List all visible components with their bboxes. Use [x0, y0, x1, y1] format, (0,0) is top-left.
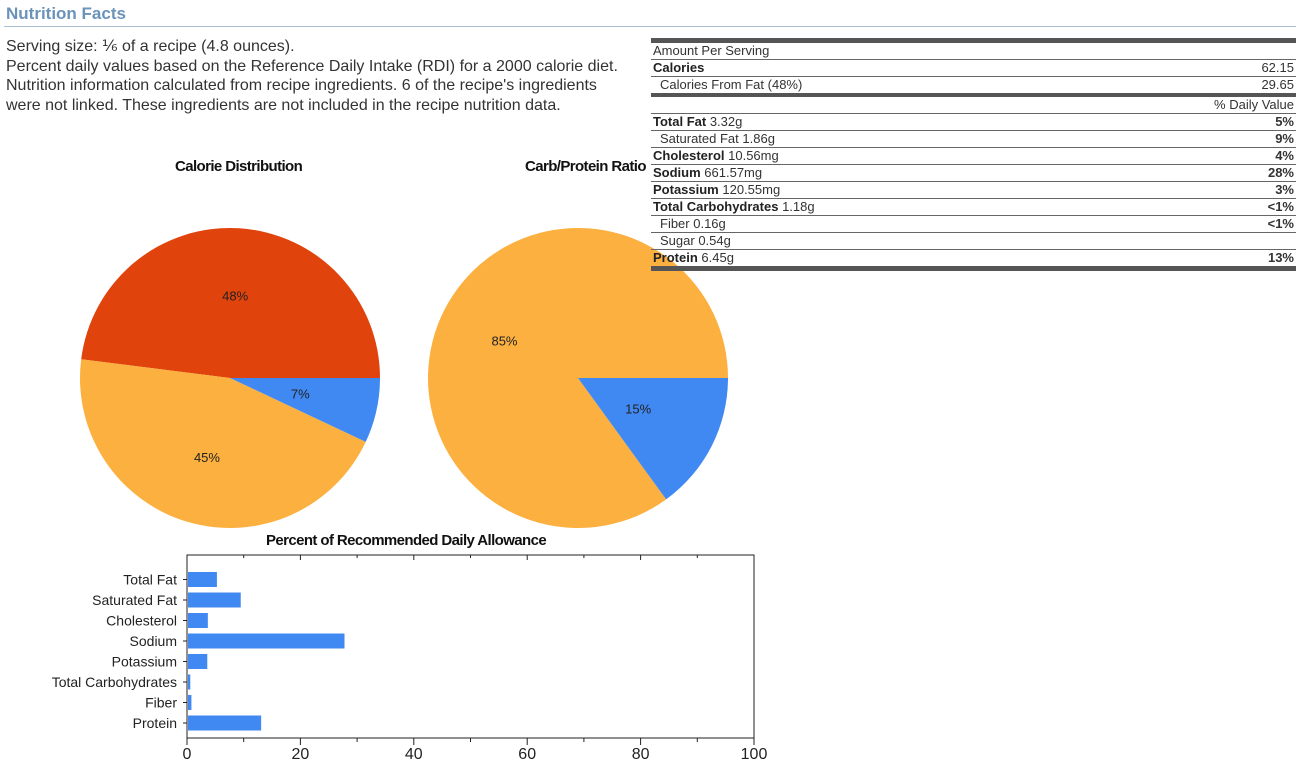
nutrient-row-protein: Protein 6.45g 13% [651, 250, 1296, 266]
x-tick-label: 0 [183, 746, 192, 763]
category-label: Protein [133, 715, 177, 731]
serving-size-text: Serving size: ⅙ of a recipe (4.8 ounces)… [6, 38, 295, 55]
nutrient-amount: 0.16g [689, 216, 726, 231]
nutrient-daily-value: 5% [1275, 114, 1294, 129]
nutrient-daily-value: <1% [1267, 216, 1294, 231]
nutrient-row-fiber: Fiber 0.16g <1% [651, 216, 1296, 233]
calories-from-fat-value: 29.65 [1261, 77, 1294, 92]
nutrient-row-saturated-fat: Saturated Fat 1.86g 9% [651, 131, 1296, 148]
nutrient-name: Potassium [653, 182, 719, 197]
nutrient-amount: 661.57mg [700, 165, 763, 180]
nutrient-name: Cholesterol [653, 148, 725, 163]
bar-protein [188, 715, 262, 731]
nutrient-name: Protein [653, 250, 698, 265]
nutrient-row-sugar: Sugar 0.54g [651, 233, 1296, 250]
calorie-distribution-chart: 48% 45% 7% [79, 227, 380, 529]
nutrient-daily-value: <1% [1267, 199, 1294, 214]
x-tick-label: 80 [632, 746, 650, 763]
pie-slice-label-3: 7% [291, 387, 310, 402]
x-tick-label: 20 [292, 746, 310, 763]
x-tick-label: 100 [741, 746, 768, 763]
pie-slice-label-2: 15% [625, 402, 651, 417]
nutrient-amount: 1.86g [738, 131, 775, 146]
calories-label: Calories [653, 60, 705, 75]
calories-row: Calories 62.15 [651, 60, 1296, 77]
daily-value-header-row: % Daily Value [651, 97, 1296, 114]
pie-slice-label-2: 45% [194, 450, 220, 465]
nutrient-name: Sodium [653, 165, 701, 180]
pie-slice-label-1: 48% [222, 289, 248, 304]
nutrient-name: Total Carbohydrates [653, 199, 779, 214]
pie-slice-2 [578, 378, 728, 500]
nutrition-facts-table: Amount Per Serving Calories 62.15 Calori… [651, 38, 1296, 271]
rda-bar-chart: Total Fat Saturated Fat Cholesterol Sodium P… [52, 554, 768, 763]
rdi-text: Percent daily values based on the Refere… [6, 57, 618, 75]
category-label: Sodium [130, 633, 177, 649]
table-bottom-bar [651, 266, 1296, 271]
calories-from-fat-label: Calories From Fat (48%) [660, 77, 803, 92]
nutrient-row-total-carbohydrates: Total Carbohydrates 1.18g <1% [651, 199, 1296, 216]
nutrient-amount: 10.56mg [724, 148, 779, 163]
nutrient-amount: 0.54g [694, 233, 731, 248]
category-label: Saturated Fat [92, 592, 177, 608]
nutrient-name: Sugar [660, 233, 695, 248]
calories-value: 62.15 [1261, 60, 1294, 75]
nutrient-amount: 120.55mg [718, 182, 781, 197]
nutrient-daily-value: 28% [1267, 165, 1294, 180]
calorie-distribution-title: Calorie Distribution [175, 158, 303, 175]
intro-text: Serving size: ⅙ of a recipe (4.8 ounces)… [6, 37, 636, 115]
title-divider [4, 26, 1296, 27]
table-top-bar [651, 38, 1296, 43]
nutrient-amount: 3.32g [706, 114, 743, 129]
pie-slice-3 [230, 378, 380, 442]
daily-value-header: % Daily Value [1214, 97, 1294, 112]
amount-per-serving-label: Amount Per Serving [653, 43, 770, 58]
pie-slice-1 [81, 227, 380, 378]
category-label: Fiber [145, 695, 177, 711]
bar-fiber [188, 695, 192, 710]
carb-protein-ratio-title: Carb/Protein Ratio [525, 158, 646, 175]
nutrient-daily-value: 4% [1275, 148, 1294, 163]
page-title: Nutrition Facts [6, 4, 126, 23]
category-label: Potassium [112, 654, 177, 670]
nutrient-name: Total Fat [653, 114, 707, 129]
amount-per-serving-row: Amount Per Serving [651, 43, 1296, 60]
category-label: Total Carbohydrates [52, 674, 177, 690]
carb-protein-ratio-chart: 85% 15% [428, 228, 728, 529]
category-label: Cholesterol [106, 613, 177, 629]
x-tick-label: 40 [405, 746, 423, 763]
x-tick-label: 60 [518, 746, 536, 763]
nutrition-note-text: Nutrition information calculated from re… [6, 77, 597, 114]
nutrient-row-potassium: Potassium 120.55mg 3% [651, 182, 1296, 199]
bar-saturated-fat [188, 592, 241, 608]
calories-from-fat-row: Calories From Fat (48%) 29.65 [651, 77, 1296, 97]
nutrient-name: Fiber [660, 216, 690, 231]
category-label: Total Fat [123, 572, 177, 588]
bar-cholesterol [188, 613, 208, 628]
nutrient-name: Saturated Fat [660, 131, 739, 146]
nutrient-amount: 1.18g [778, 199, 815, 214]
bar-total-carbohydrates [188, 674, 191, 690]
bar-total-fat [188, 572, 217, 587]
bar-potassium [188, 654, 208, 669]
nutrient-daily-value: 9% [1275, 131, 1294, 146]
pie-slice-label-1: 85% [491, 334, 517, 349]
nutrient-row-total-fat: Total Fat 3.32g 5% [651, 114, 1296, 131]
nutrient-daily-value: 3% [1275, 182, 1294, 197]
nutrient-amount: 6.45g [697, 250, 734, 265]
bar-sodium [188, 633, 345, 649]
nutrient-daily-value: 13% [1267, 250, 1294, 265]
pie-slice-2 [79, 359, 366, 529]
rda-chart-title: Percent of Recommended Daily Allowance [266, 532, 547, 549]
pie-slice-1 [428, 228, 728, 529]
nutrient-row-cholesterol: Cholesterol 10.56mg 4% [651, 148, 1296, 165]
nutrient-row-sodium: Sodium 661.57mg 28% [651, 165, 1296, 182]
